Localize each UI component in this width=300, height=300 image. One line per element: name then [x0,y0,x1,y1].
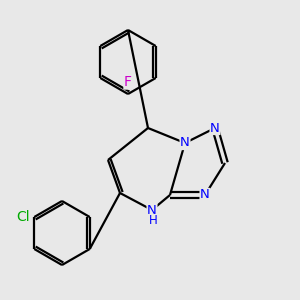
Text: H: H [148,214,158,227]
Text: N: N [180,136,190,149]
Text: Cl: Cl [17,210,30,224]
Text: F: F [124,75,132,89]
Text: N: N [200,188,210,202]
Text: N: N [147,203,157,217]
Text: N: N [210,122,220,134]
